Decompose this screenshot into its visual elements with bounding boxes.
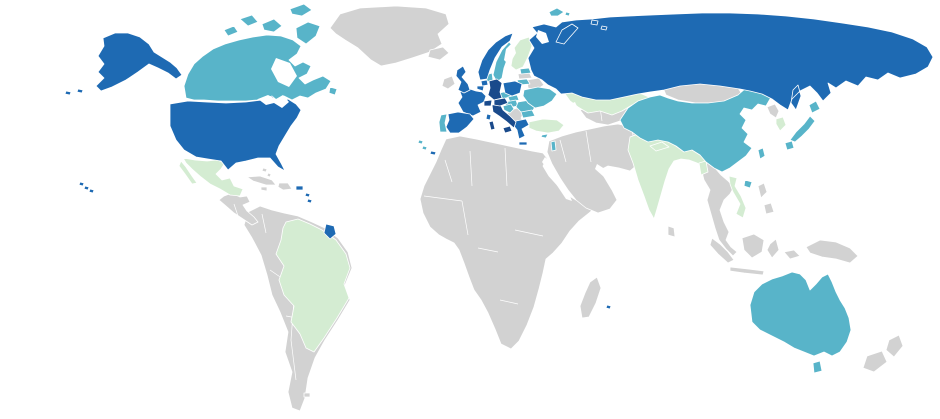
country-estonia bbox=[519, 67, 532, 75]
region-hispaniola bbox=[277, 182, 293, 191]
country-bangladesh bbox=[698, 160, 709, 176]
country-belgium bbox=[476, 85, 485, 92]
internal-borders bbox=[233, 106, 638, 381]
high-layer bbox=[64, 12, 934, 310]
country-israel bbox=[550, 140, 557, 152]
country-australia bbox=[749, 271, 852, 374]
region-new-guinea bbox=[805, 239, 859, 264]
region-guadeloupe bbox=[304, 192, 311, 198]
hudson-bay-water bbox=[271, 58, 297, 87]
region-falklands bbox=[303, 392, 311, 398]
country-sri-lanka bbox=[667, 225, 676, 238]
region-svalbard bbox=[548, 7, 571, 17]
country-philippines bbox=[757, 182, 775, 215]
country-cuba bbox=[246, 175, 277, 186]
country-ukraine bbox=[522, 86, 558, 109]
country-canada bbox=[183, 3, 338, 102]
country-portugal bbox=[417, 113, 448, 151]
country-norway bbox=[477, 32, 514, 81]
country-russia bbox=[527, 12, 934, 111]
country-turkey bbox=[528, 118, 565, 134]
country-jamaica bbox=[260, 186, 268, 192]
country-china bbox=[619, 83, 778, 189]
caspian-sea-water bbox=[564, 102, 580, 127]
red-sea-water bbox=[542, 157, 572, 201]
country-north-korea bbox=[766, 103, 780, 119]
country-indonesia bbox=[709, 233, 801, 276]
region-martinique bbox=[306, 198, 313, 204]
country-bulgaria bbox=[520, 109, 536, 119]
region-se-asia bbox=[700, 154, 738, 257]
country-south-korea bbox=[775, 116, 787, 132]
country-ireland bbox=[441, 75, 456, 90]
country-bahamas bbox=[261, 167, 272, 178]
country-japan bbox=[784, 100, 821, 151]
region-central-america bbox=[218, 192, 259, 226]
region-africa bbox=[419, 135, 597, 350]
country-croatia bbox=[502, 103, 515, 114]
country-austria bbox=[493, 97, 509, 107]
country-italy bbox=[488, 103, 517, 134]
country-new-zealand bbox=[862, 334, 904, 373]
region-french-guiana bbox=[323, 223, 337, 240]
country-iceland bbox=[427, 46, 450, 61]
country-united-kingdom bbox=[455, 65, 471, 94]
country-united-states bbox=[64, 32, 302, 194]
country-cyprus bbox=[540, 133, 549, 139]
water-overlays bbox=[258, 30, 613, 201]
great-lakes-water bbox=[258, 95, 289, 108]
country-switzerland bbox=[483, 99, 493, 107]
country-finland bbox=[510, 36, 533, 71]
country-netherlands bbox=[480, 79, 489, 87]
country-taiwan bbox=[757, 147, 766, 160]
region-puerto-rico bbox=[295, 185, 304, 191]
country-nepal bbox=[649, 141, 670, 152]
country-france bbox=[457, 88, 492, 121]
country-poland bbox=[502, 80, 523, 97]
highest-layer bbox=[483, 78, 517, 134]
medium-layer bbox=[183, 3, 852, 374]
country-vietnam bbox=[728, 175, 747, 219]
gulf-of-bothnia-water bbox=[504, 42, 516, 65]
persian-gulf-water bbox=[595, 164, 613, 179]
region-reunion bbox=[605, 304, 612, 310]
white-sea-water bbox=[536, 30, 549, 44]
country-madagascar bbox=[579, 276, 602, 319]
country-spain bbox=[429, 111, 475, 156]
country-germany bbox=[487, 78, 503, 101]
country-greenland bbox=[329, 5, 450, 67]
